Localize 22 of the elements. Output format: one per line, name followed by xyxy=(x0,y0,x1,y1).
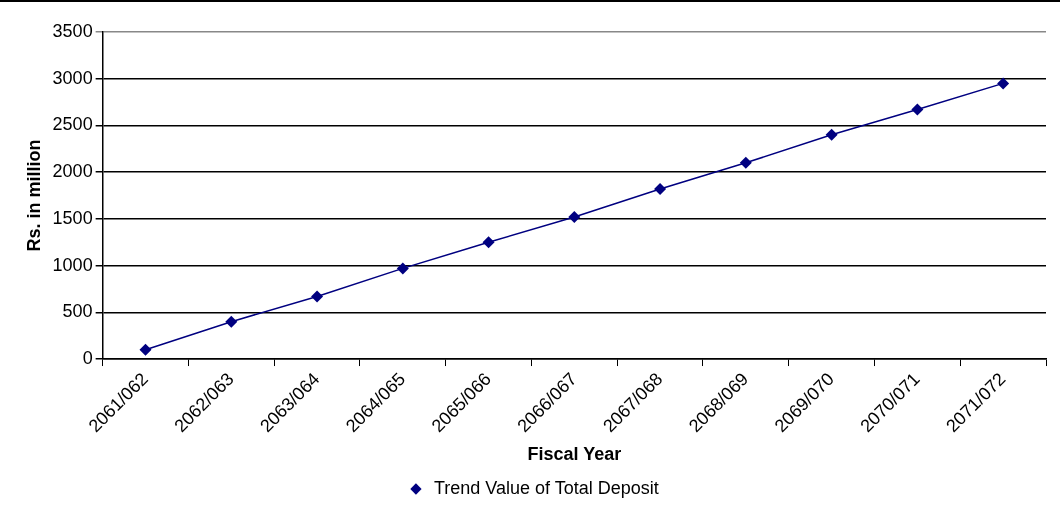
y-axis-title: Rs. in million xyxy=(23,139,44,252)
point xyxy=(825,128,838,141)
point xyxy=(997,77,1010,90)
point xyxy=(225,315,238,328)
point xyxy=(654,182,667,195)
y-tick-label: 0 xyxy=(82,348,93,369)
y-tick-label: 2000 xyxy=(52,161,93,182)
point xyxy=(482,236,495,249)
point xyxy=(911,103,924,116)
x-axis-title: Fiscal Year xyxy=(527,444,622,465)
point xyxy=(139,343,152,356)
y-tick-label: 2500 xyxy=(52,114,93,135)
y-tick-label: 1500 xyxy=(52,207,93,228)
point xyxy=(739,156,752,169)
point xyxy=(311,290,324,303)
point xyxy=(396,262,409,275)
y-tick-label: 1000 xyxy=(52,254,93,275)
point xyxy=(568,211,581,224)
legend-label: Trend Value of Total Deposit xyxy=(433,477,659,498)
y-tick-label: 3000 xyxy=(52,67,93,88)
y-tick-label: 3500 xyxy=(52,20,93,41)
y-tick-label: 500 xyxy=(62,301,93,322)
